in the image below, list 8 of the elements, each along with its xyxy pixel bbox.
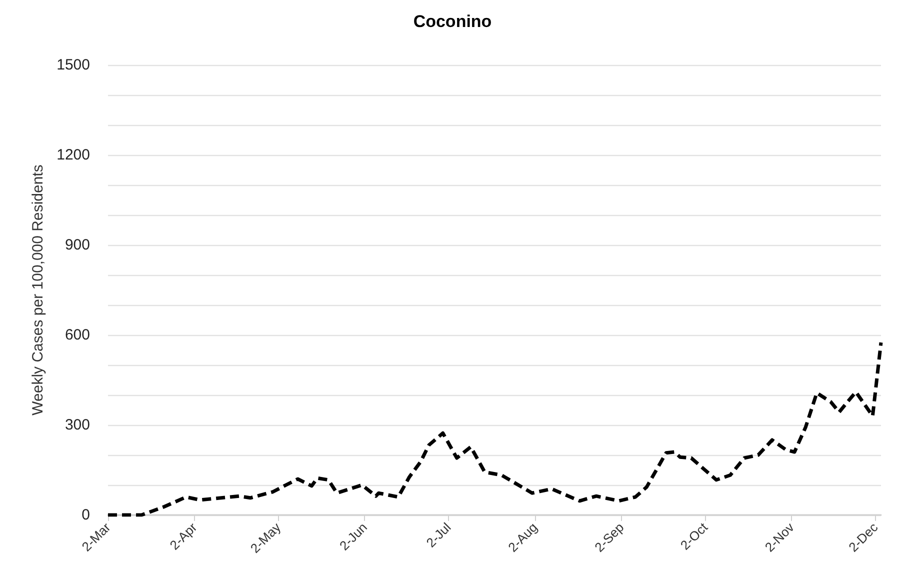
y-tick-label: 900 bbox=[64, 236, 90, 254]
y-tick-label: 600 bbox=[64, 326, 90, 344]
y-tick-label: 1500 bbox=[56, 56, 90, 74]
y-tick-label: 0 bbox=[82, 506, 90, 524]
y-tick-label: 1200 bbox=[56, 146, 90, 164]
y-tick-label: 300 bbox=[64, 416, 90, 434]
chart-title: Coconino bbox=[413, 12, 492, 31]
y-axis-title: Weekly Cases per 100,000 Residents bbox=[30, 164, 47, 416]
